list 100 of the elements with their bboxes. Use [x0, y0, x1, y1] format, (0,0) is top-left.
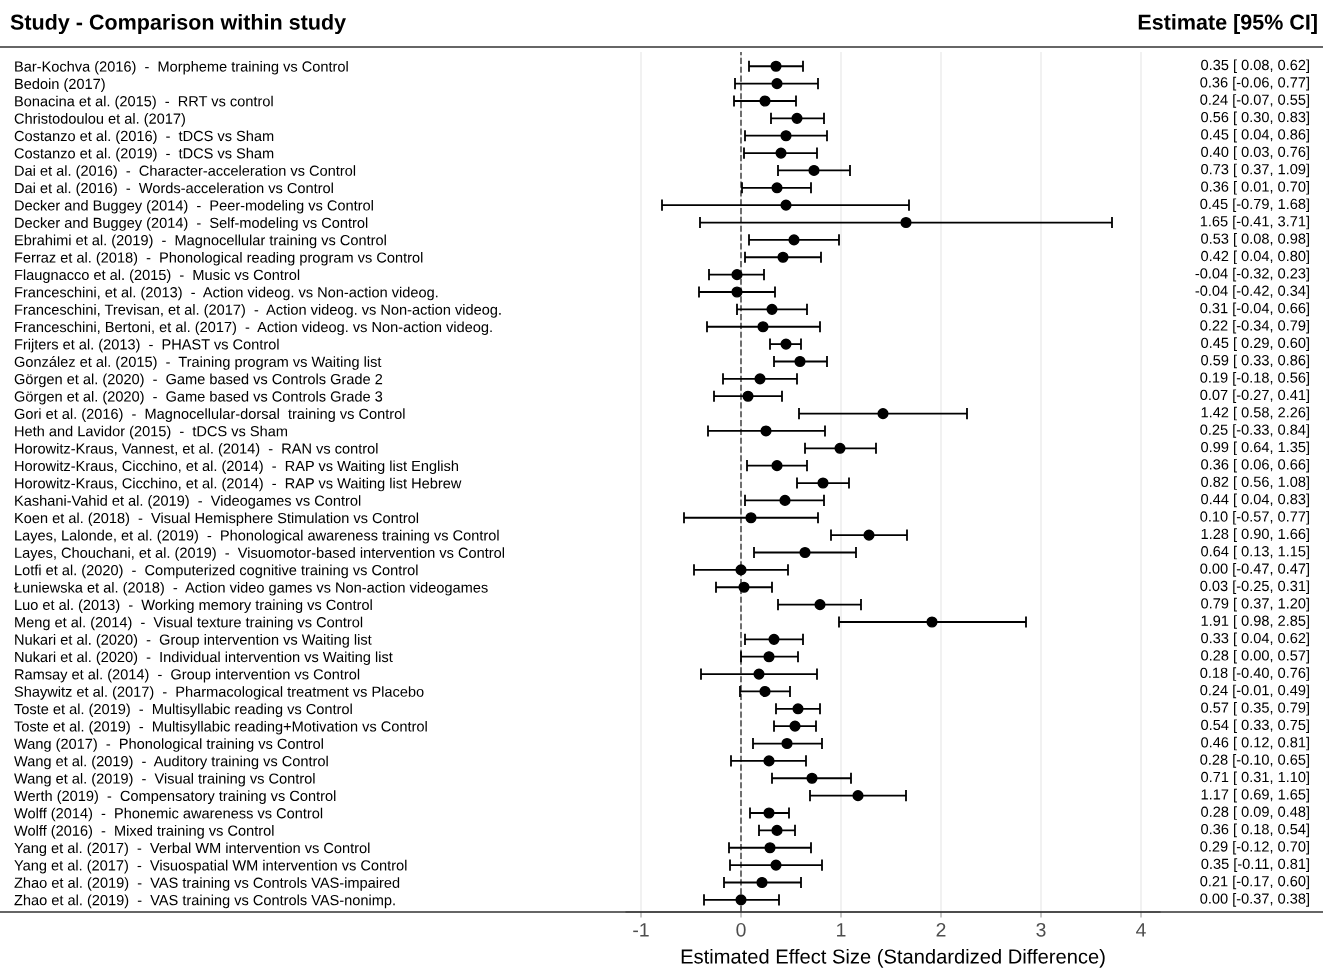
x-axis-title: Estimated Effect Size (Standardized Difference) [681, 948, 1105, 968]
point [852, 790, 864, 802]
data-label: 1.65 [-0.41, 3.71] [1200, 215, 1309, 230]
data-label: -0.04 [-0.42, 0.34] [1195, 285, 1309, 299]
y-tick-label: Bonacina et al. (2015) - RRT vs control [15, 95, 273, 110]
point [780, 130, 792, 142]
point [754, 373, 766, 385]
data-label: 0.22 [-0.34, 0.79] [1200, 319, 1309, 334]
y-tick-label: Wang et al. (2019) - Visual training vs Control [14, 772, 315, 787]
y-tick-label: Lotfi et al. (2020) - Computerized cognitive training vs Control [15, 564, 418, 579]
point [806, 772, 818, 784]
y-tick-label: Layes, Lalonde, et al. (2019) - Phonological awareness training vs Control [15, 529, 499, 544]
data-label: 0.59 [ 0.33, 0.86] [1201, 354, 1309, 369]
x-tick-label: 4 [1136, 923, 1146, 937]
y-tick-label: Decker and Buggey (2014) - Peer-modeling vs Control [15, 199, 373, 214]
point [863, 529, 875, 541]
point [791, 112, 803, 124]
data-label: 0.00 [-0.47, 0.47] [1200, 563, 1309, 577]
point [735, 894, 747, 906]
text: Study - Comparison within study [10, 13, 346, 35]
data-label: 0.29 [-0.12, 0.70] [1200, 840, 1309, 855]
y-tick-label: Wang et al. (2019) - Auditory training vs Control [14, 755, 328, 770]
y-tick-label: Wang (2017) - Phonological training vs Control [14, 738, 323, 752]
point [759, 95, 771, 107]
y-tick-label: Shaywitz et al. (2017) - Pharmacological treatment vs Placebo [14, 686, 424, 700]
x-tick-label: 0 [736, 922, 746, 937]
data-label: 0.19 [-0.18, 0.56] [1200, 372, 1309, 386]
data-label: -0.04 [-0.32, 0.23] [1195, 267, 1309, 282]
y-tick-label: Horowitz-Kraus, Vannest, et al. (2014) - RAN vs control [15, 443, 378, 457]
point [753, 668, 765, 680]
point [780, 338, 792, 350]
data-label: 0.56 [ 0.30, 0.83] [1201, 111, 1309, 126]
y-tick-label: Nukari et al. (2020) - Individual intervention vs Waiting list [15, 651, 393, 666]
data-label: 0.28 [-0.10, 0.65] [1200, 754, 1309, 768]
data-label: 0.99 [ 0.64, 1.35] [1201, 441, 1309, 456]
data-label: 0.31 [-0.04, 0.66] [1200, 302, 1309, 317]
x-tick-label: 2 [936, 922, 946, 937]
point [760, 425, 772, 437]
point [731, 286, 743, 298]
data-label: 0.07 [-0.27, 0.41] [1200, 389, 1309, 404]
y-tick-label: Franceschini, Bertoni, et al. (2017) - Action videog. vs Non-action videog. [15, 321, 492, 336]
y-tick-label: Franceschini, Trevisan, et al. (2017) - Action videog. vs Non-action videog. [15, 304, 501, 318]
point [757, 321, 769, 333]
point [834, 442, 846, 454]
point [900, 216, 912, 229]
y-tick-label: Frijters et al. (2013) - PHAST vs Control [15, 338, 279, 353]
y-tick-label: Nukari et al. (2020) - Group intervention vs Waiting list [15, 634, 372, 648]
y-tick-label: Horowitz-Kraus, Cicchino, et al. (2014) - RAP vs Waiting list English [15, 460, 458, 474]
data-label: 0.24 [-0.01, 0.49] [1200, 684, 1309, 699]
point [792, 703, 804, 715]
point [789, 720, 801, 732]
point [764, 842, 776, 854]
point [756, 876, 768, 889]
point [763, 651, 775, 663]
data-label: 0.36 [ 0.01, 0.70] [1201, 181, 1309, 195]
data-label: 0.73 [ 0.37, 1.09] [1201, 163, 1309, 178]
y-tick-label: Ferraz et al. (2018) - Phonological reading program vs Control [15, 251, 423, 266]
data-label: 0.21 [-0.17, 0.60] [1200, 875, 1309, 890]
data-label: 0.82 [ 0.56, 1.08] [1201, 476, 1309, 490]
y-tick-label: Wolff (2016) - Mixed training vs Control [14, 825, 274, 839]
y-tick-label: Meng et al. (2014) - Visual texture training vs Control [15, 616, 363, 631]
point [770, 60, 782, 72]
data-label: 0.28 [ 0.09, 0.48] [1201, 806, 1309, 820]
y-tick-label: Koen et al. (2018) - Visual Hemisphere Stimulation vs Control [15, 512, 419, 527]
y-tick-label: Dai et al. (2016) - Character-acceleration vs Control [15, 165, 356, 179]
data-label: 0.36 [ 0.06, 0.66] [1201, 458, 1309, 473]
point [742, 390, 754, 402]
point [738, 581, 750, 593]
data-label: 0.71 [ 0.31, 1.10] [1201, 771, 1309, 786]
data-label: 0.03 [-0.25, 0.31] [1200, 580, 1309, 595]
data-label: 1.17 [ 0.69, 1.65] [1201, 788, 1309, 803]
point [779, 494, 791, 506]
point [768, 633, 780, 645]
y-tick-label: Ramsay et al. (2014) - Group intervention vs Control [15, 668, 360, 683]
data-label: 0.42 [ 0.04, 0.80] [1201, 250, 1309, 265]
y-tick-label: Gori et al. (2016) - Magnocellular-dorsal training vs Control [14, 408, 405, 422]
data-label: 0.57 [ 0.35, 0.79] [1201, 702, 1309, 716]
y-tick-label: Bar-Kochva (2016) - Morpheme training vs Control [15, 60, 348, 75]
point [780, 199, 792, 211]
y-tick-label: Decker and Buggey (2014) - Self-modeling vs Control [15, 217, 368, 231]
point [799, 546, 811, 559]
data-label: 0.00 [-0.37, 0.38] [1200, 893, 1309, 907]
data-label: 0.36 [-0.06, 0.77] [1200, 76, 1309, 91]
y-tick-label: Flaugnacco et al. (2015) - Music vs Control [15, 269, 300, 283]
data-label: 0.35 [ 0.08, 0.62] [1201, 59, 1309, 74]
data-label: 0.45 [ 0.29, 0.60] [1201, 337, 1309, 351]
y-tick-label: Łuniewska et al. (2018) - Action video games vs Non-action videogames [14, 581, 488, 596]
x-tick-label: -1 [633, 923, 649, 937]
y-tick-label: González et al. (2015) - Training program vs Waiting list [14, 356, 382, 370]
data-label: 0.45 [-0.79, 1.68] [1200, 198, 1309, 212]
y-tick-label: Werth (2019) - Compensatory training vs Control [14, 790, 336, 804]
point [771, 78, 783, 90]
y-tick-label: Zhao et al. (2019) - VAS training vs Controls VAS-impaired [14, 877, 400, 891]
point [731, 269, 743, 281]
y-tick-label: Franceschini, et al. (2013) - Action videog. vs Non-action videog. [15, 286, 438, 301]
x-tick-label: 1 [837, 923, 846, 937]
point [808, 164, 820, 176]
y-tick-label: Bedoin (2017) [15, 78, 105, 92]
data-label: 0.18 [-0.40, 0.76] [1200, 667, 1309, 681]
point [814, 599, 826, 611]
